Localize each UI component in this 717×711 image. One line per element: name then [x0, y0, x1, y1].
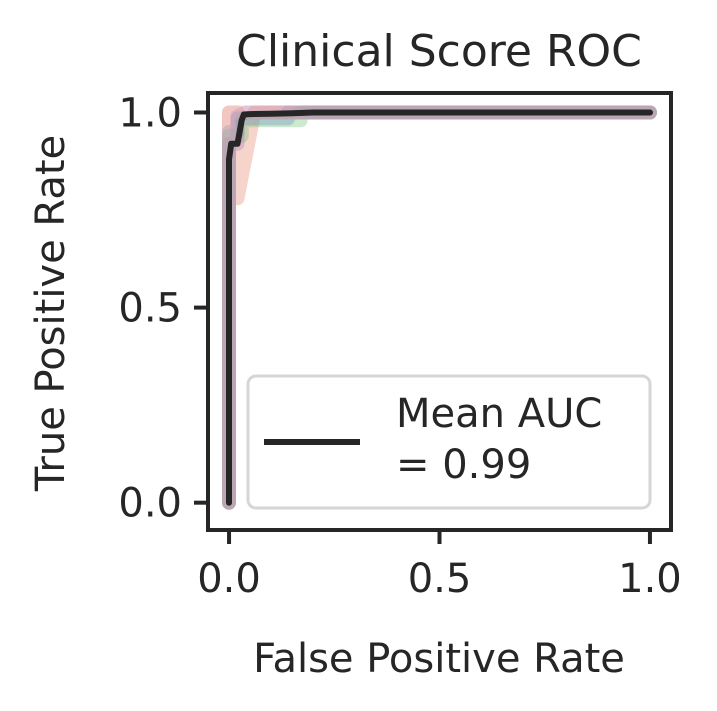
legend-box: [246, 374, 652, 510]
legend-label-line1: Mean AUC: [396, 391, 602, 437]
legend-label-line2: = 0.99: [396, 442, 531, 488]
plot-frame: [206, 91, 673, 532]
axis-ticks: 0.0 0.5 1.0 0.0 0.5 1.0: [118, 91, 681, 602]
legend: Mean AUC = 0.99: [246, 374, 652, 510]
x-tick-label: 0.0: [197, 556, 261, 602]
chart-title: Clinical Score ROC: [236, 26, 642, 77]
mean-curve-group: [226, 109, 653, 506]
y-tick-label: 1.0: [118, 91, 182, 137]
y-tick-label: 0.5: [118, 286, 182, 332]
mean-roc-curve: [226, 109, 653, 506]
x-axis-label: False Positive Rate: [253, 636, 625, 682]
y-axis-label: True Positive Rate: [28, 135, 74, 492]
x-tick-label: 1.0: [618, 556, 682, 602]
x-tick-label: 0.5: [408, 556, 472, 602]
y-tick-label: 0.0: [118, 481, 182, 527]
